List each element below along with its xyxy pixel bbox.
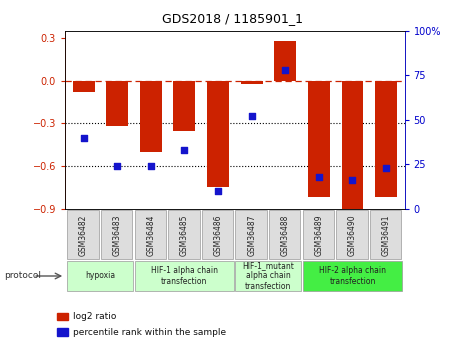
Text: GSM36483: GSM36483 [113, 214, 122, 256]
Text: HIF-1 alpha chain
transfection: HIF-1 alpha chain transfection [151, 266, 218, 286]
FancyBboxPatch shape [303, 262, 402, 290]
Bar [274, 41, 296, 81]
Text: GDS2018 / 1185901_1: GDS2018 / 1185901_1 [162, 12, 303, 25]
FancyBboxPatch shape [135, 210, 166, 259]
FancyBboxPatch shape [101, 210, 133, 259]
Bar [341, 81, 363, 209]
Text: GSM36490: GSM36490 [348, 214, 357, 256]
Text: GSM36488: GSM36488 [281, 214, 290, 256]
Point [382, 165, 390, 171]
Bar [73, 81, 94, 92]
Bar [241, 81, 263, 83]
Point [113, 163, 121, 169]
Bar [106, 81, 128, 126]
FancyBboxPatch shape [235, 262, 301, 290]
Bar [57, 328, 68, 336]
FancyBboxPatch shape [235, 210, 267, 259]
Bar [140, 81, 162, 152]
Text: percentile rank within the sample: percentile rank within the sample [73, 328, 226, 337]
Text: GSM36482: GSM36482 [79, 214, 88, 256]
Point [80, 135, 87, 140]
FancyBboxPatch shape [135, 262, 234, 290]
Text: GSM36487: GSM36487 [247, 214, 256, 256]
Point [214, 188, 222, 194]
Bar [207, 81, 229, 187]
FancyBboxPatch shape [168, 210, 199, 259]
FancyBboxPatch shape [370, 210, 401, 259]
Text: HIF-2 alpha chain
transfection: HIF-2 alpha chain transfection [319, 266, 386, 286]
Text: HIF-1_mutant
alpha chain
transfection: HIF-1_mutant alpha chain transfection [242, 261, 294, 291]
Bar [308, 81, 330, 197]
Bar [57, 313, 68, 320]
Point [248, 114, 255, 119]
Text: hypoxia: hypoxia [85, 272, 115, 280]
Point [147, 163, 154, 169]
Bar [375, 81, 397, 197]
Text: GSM36484: GSM36484 [146, 214, 155, 256]
Point [181, 147, 188, 153]
Text: protocol: protocol [4, 272, 41, 280]
Text: GSM36491: GSM36491 [382, 214, 391, 256]
FancyBboxPatch shape [67, 262, 133, 290]
FancyBboxPatch shape [303, 210, 334, 259]
Point [281, 67, 289, 73]
FancyBboxPatch shape [202, 210, 233, 259]
Text: log2 ratio: log2 ratio [73, 312, 117, 321]
Text: GSM36486: GSM36486 [213, 214, 223, 256]
Bar [173, 81, 195, 130]
FancyBboxPatch shape [67, 210, 99, 259]
FancyBboxPatch shape [269, 210, 300, 259]
Text: GSM36485: GSM36485 [180, 214, 189, 256]
Point [315, 174, 323, 179]
Text: GSM36489: GSM36489 [314, 214, 323, 256]
Point [349, 178, 356, 183]
FancyBboxPatch shape [336, 210, 367, 259]
